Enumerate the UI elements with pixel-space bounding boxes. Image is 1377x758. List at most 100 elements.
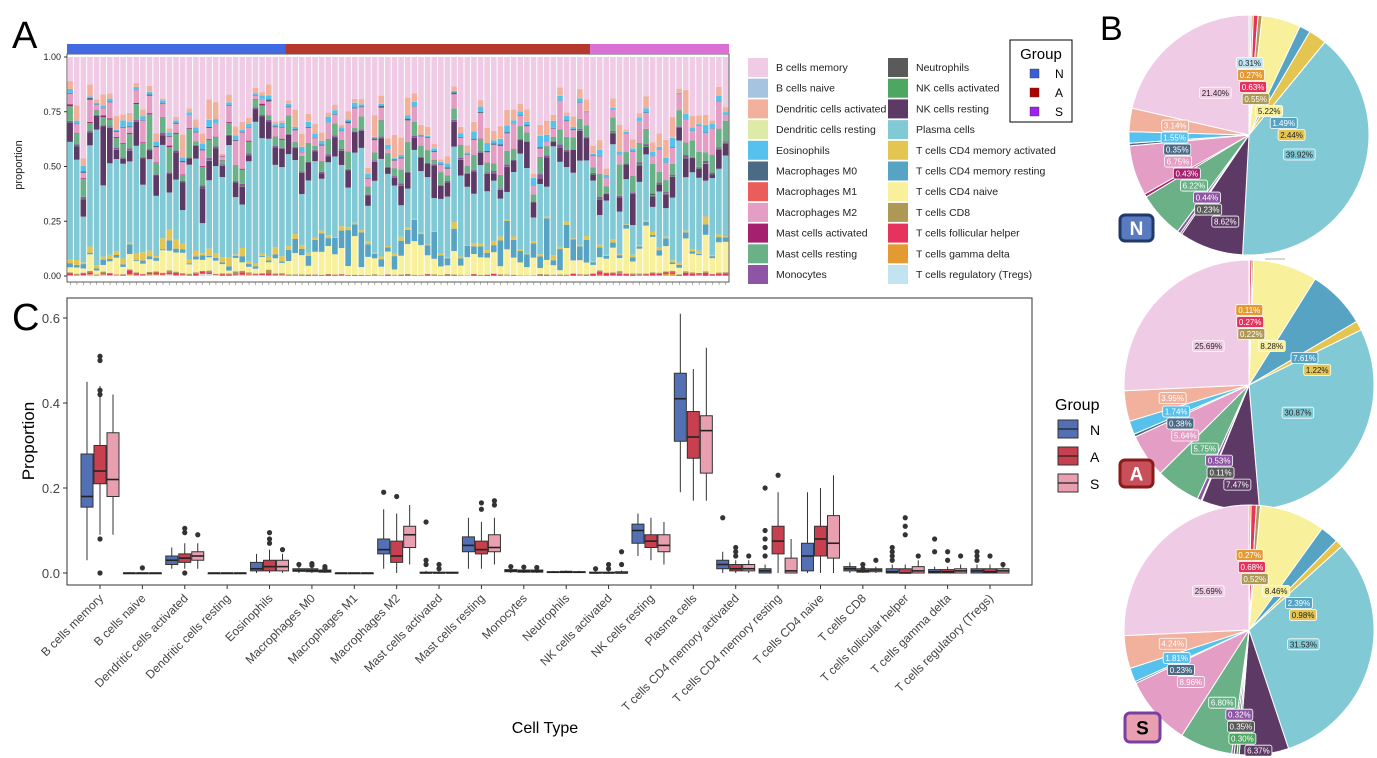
stack-segment — [67, 259, 73, 264]
stack-segment — [537, 174, 543, 179]
stack-segment — [371, 161, 378, 181]
stack-segment — [517, 115, 524, 117]
stack-segment — [385, 69, 391, 139]
stack-segment — [107, 272, 113, 275]
stack-segment — [497, 274, 504, 276]
stack-segment — [610, 107, 616, 110]
stack-segment — [107, 93, 113, 99]
stack-segment — [682, 155, 689, 158]
stack-segment — [537, 183, 543, 255]
stack-segment — [232, 181, 239, 182]
stack-segment — [146, 57, 153, 70]
stack-segment — [312, 237, 318, 240]
stack-segment — [577, 130, 583, 161]
stack-segment — [557, 249, 563, 271]
stack-segment — [126, 121, 133, 127]
stack-segment — [716, 242, 722, 273]
stack-segment — [676, 264, 682, 268]
stack-segment — [689, 272, 696, 274]
stack-segment — [610, 132, 616, 134]
stack-segment — [226, 273, 232, 275]
stack-segment — [510, 239, 517, 258]
stack-segment — [246, 69, 252, 118]
stack-segment — [689, 157, 696, 159]
outlier-point — [974, 553, 980, 559]
box-S — [699, 415, 713, 474]
stack-segment — [438, 198, 444, 254]
y-axis-label: proportion — [13, 140, 25, 190]
stack-segment — [702, 216, 709, 225]
stack-segment — [702, 114, 709, 125]
stack-segment — [226, 145, 232, 258]
legend-label: Plasma cells — [916, 124, 975, 136]
stack-segment — [557, 147, 563, 162]
stack-segment — [358, 232, 365, 268]
stack-segment — [636, 142, 643, 163]
stack-segment — [67, 93, 73, 105]
stack-segment — [338, 124, 345, 128]
stack-segment — [577, 275, 583, 276]
stack-segment — [603, 272, 610, 274]
stack-segment — [490, 163, 497, 171]
stack-segment — [146, 91, 153, 95]
y-tick-label: 1.00 — [43, 52, 61, 62]
stack-segment — [709, 255, 716, 257]
stack-segment — [524, 57, 530, 70]
stack-segment — [649, 69, 656, 143]
outlier-point — [491, 502, 498, 508]
stack-segment — [226, 105, 232, 106]
stack-segment — [186, 264, 193, 274]
stack-segment — [100, 271, 107, 274]
stack-segment — [623, 133, 629, 153]
outlier-point — [97, 353, 103, 359]
pie-label: 0.68% — [1241, 563, 1264, 572]
stack-segment — [649, 272, 656, 274]
stack-segment — [318, 132, 325, 141]
stack-segment — [133, 120, 140, 122]
stack-segment — [73, 273, 80, 275]
stack-segment — [490, 131, 497, 141]
stack-segment — [259, 116, 265, 139]
stack-segment — [404, 273, 411, 275]
stack-segment — [451, 57, 457, 70]
stack-segment — [345, 227, 351, 231]
boxplot-group — [546, 570, 586, 574]
stack-segment — [649, 195, 656, 197]
stack-segment — [504, 57, 510, 70]
stack-segment — [424, 135, 431, 137]
stack-segment — [689, 140, 696, 157]
stack-segment — [504, 220, 510, 250]
stack-segment — [610, 117, 616, 131]
stack-segment — [325, 154, 332, 156]
pie-label: 7.61% — [1293, 354, 1316, 363]
outlier-point — [958, 553, 964, 559]
stack-segment — [186, 115, 193, 128]
stack-segment — [179, 180, 186, 182]
stack-segment — [80, 262, 87, 265]
stack-segment — [504, 167, 510, 192]
stack-segment — [722, 143, 729, 156]
stack-segment — [239, 169, 246, 184]
stack-segment — [126, 134, 133, 149]
stack-segment — [351, 57, 358, 70]
outlier-point — [974, 549, 980, 555]
stack-segment — [173, 271, 179, 273]
stack-segment — [696, 273, 702, 275]
stack-segment — [107, 57, 113, 70]
stack-segment — [457, 137, 464, 145]
stack-segment — [656, 191, 663, 248]
pie-label-bg — [1164, 155, 1192, 168]
stack-segment — [80, 158, 87, 166]
stack-segment — [424, 137, 431, 151]
stack-segment — [431, 160, 438, 165]
stack-segment — [543, 141, 550, 147]
stack-segment — [490, 180, 497, 241]
stack-segment — [371, 57, 378, 70]
stack-segment — [669, 270, 676, 273]
pie-label: 2.44% — [1280, 131, 1303, 140]
stack-segment — [159, 57, 166, 70]
stack-segment — [272, 124, 279, 127]
stack-segment — [438, 164, 444, 173]
stack-segment — [166, 240, 173, 251]
